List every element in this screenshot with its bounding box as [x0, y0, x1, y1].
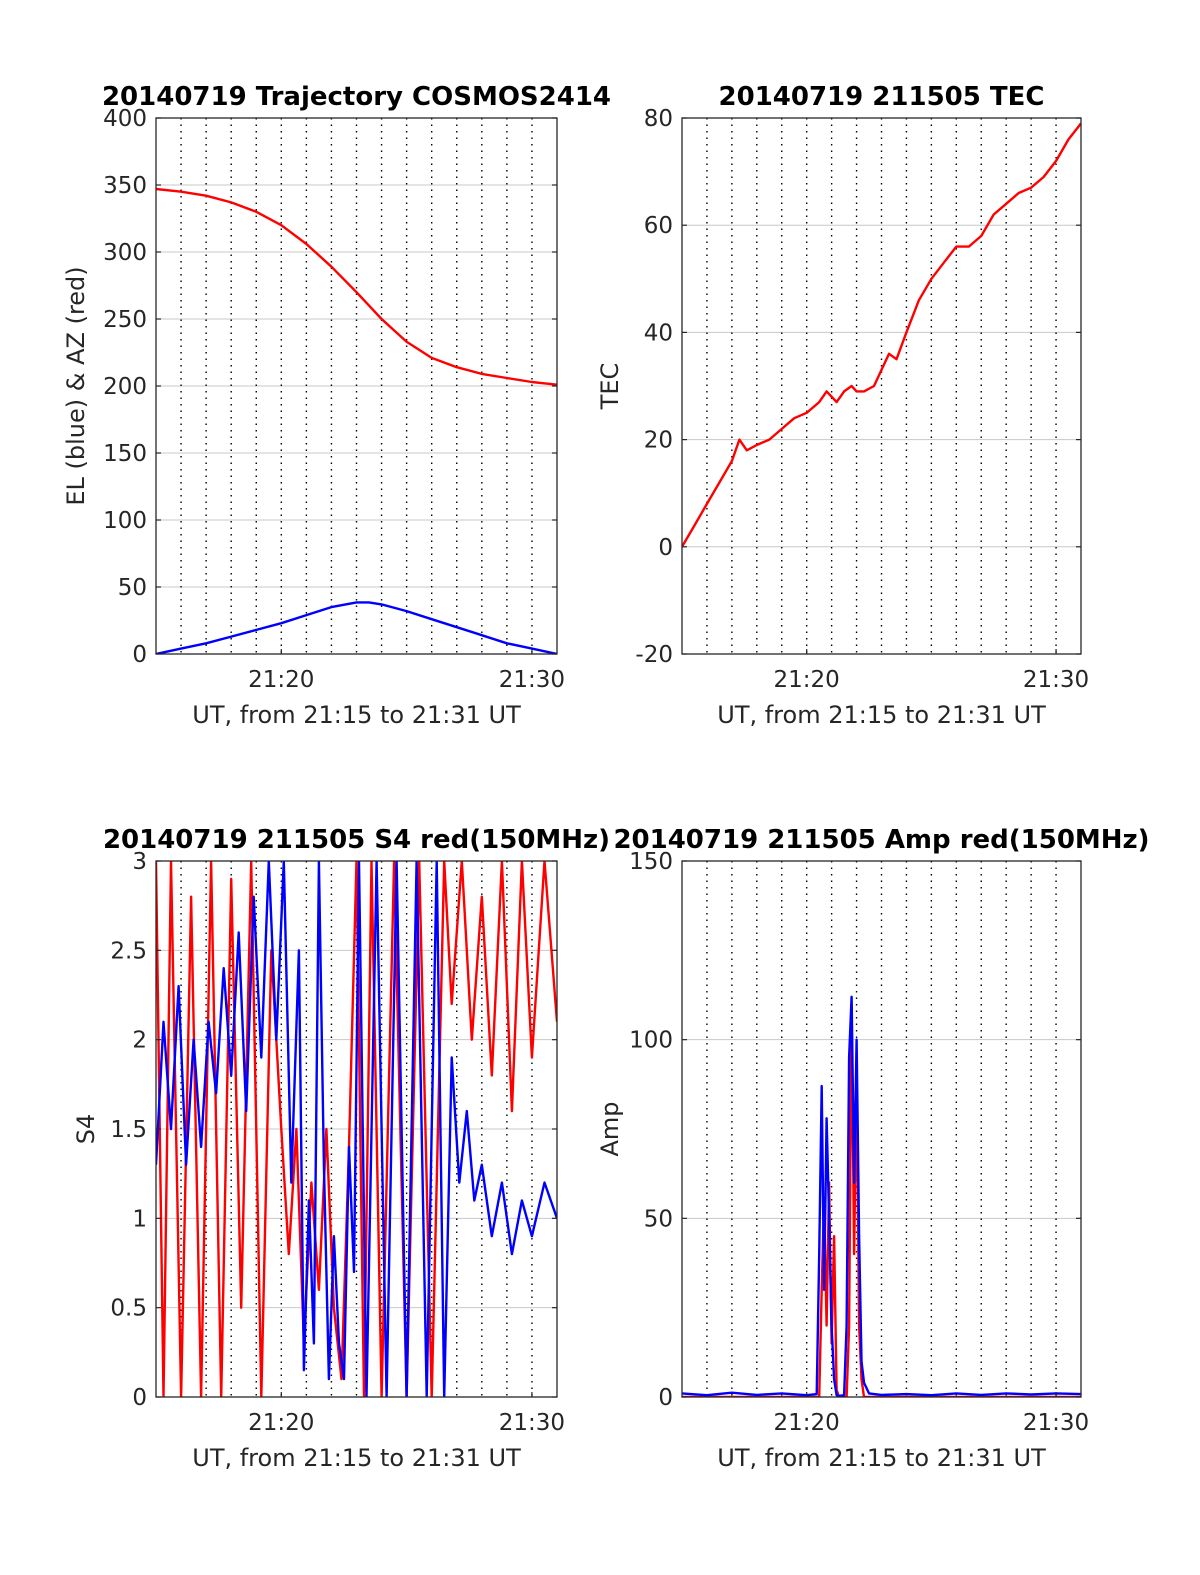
y-axis-label: TEC	[596, 363, 624, 411]
x-axis-label: UT, from 21:15 to 21:31 UT	[717, 701, 1046, 729]
y-tick-label: 150	[103, 441, 147, 467]
x-tick-label: 21:30	[1023, 1410, 1089, 1436]
y-tick-label: 20	[644, 428, 673, 454]
x-tick-label: 21:30	[499, 667, 565, 693]
y-tick-label: 50	[644, 1206, 673, 1232]
subplot-amp: 0 50 100 150 21:20 21:30 20140719 211505 Amp r…	[596, 825, 1150, 1472]
y-tick-label: 400	[103, 106, 147, 132]
series-line-blue	[156, 861, 557, 1397]
y-tick-label: 40	[644, 320, 673, 346]
x-tick-label: 21:20	[248, 667, 314, 693]
chart-title: 20140719 211505 S4 red(150MHz)	[103, 825, 610, 855]
chart-title: 20140719 211505 Amp red(150MHz)	[613, 825, 1149, 855]
y-tick-label: 0	[132, 1385, 147, 1411]
y-tick-label: 80	[644, 106, 673, 132]
y-tick-label: 0.5	[110, 1296, 147, 1322]
series-line-red	[156, 861, 557, 1397]
y-tick-label: 2.5	[110, 938, 147, 964]
y-axis-label: Amp	[596, 1101, 624, 1156]
y-tick-label: 100	[629, 1028, 673, 1054]
y-tick-label: 0	[132, 642, 147, 668]
axes-box	[681, 117, 1082, 655]
y-tick-label: 60	[644, 213, 673, 239]
x-tick-label: 21:20	[774, 1410, 840, 1436]
y-tick-label: 1	[132, 1206, 147, 1232]
y-tick-label: 200	[103, 374, 147, 400]
subplot-s4: 0 0.5 1 1.5 2 2.5 3 21:20 21:30 20140719 211505 S…	[72, 825, 610, 1472]
y-tick-label: 2	[132, 1028, 147, 1054]
chart-title: 20140719 Trajectory COSMOS2414	[102, 82, 611, 112]
x-tick-label: 21:30	[499, 1410, 565, 1436]
y-axis-label: S4	[72, 1114, 100, 1145]
y-tick-label: 0	[658, 535, 673, 561]
y-tick-label: 300	[103, 240, 147, 266]
y-tick-label: 350	[103, 173, 147, 199]
x-tick-label: 21:20	[248, 1410, 314, 1436]
y-tick-label: 50	[118, 575, 147, 601]
series-line-red	[156, 187, 557, 386]
y-tick-label: 150	[629, 849, 673, 875]
y-tick-label: 1.5	[110, 1117, 147, 1143]
y-tick-label: 100	[103, 508, 147, 534]
y-tick-label: 3	[132, 849, 147, 875]
subplot-trajectory: 0 50 100 150 200 250 300 350 400 21:20 21:30 201407…	[62, 82, 611, 729]
x-tick-label: 21:30	[1023, 667, 1089, 693]
y-axis-label: EL (blue) & AZ (red)	[62, 266, 90, 505]
y-tick-label: 250	[103, 307, 147, 333]
x-axis-label: UT, from 21:15 to 21:31 UT	[717, 1444, 1046, 1472]
subplot-tec: -20 0 20 40 60 80 21:20 21:30 20140719 211505 TE…	[596, 82, 1089, 729]
x-axis-label: UT, from 21:15 to 21:31 UT	[192, 701, 521, 729]
axes-box	[681, 860, 1082, 1398]
series-line-red	[682, 122, 1081, 548]
x-axis-label: UT, from 21:15 to 21:31 UT	[192, 1444, 521, 1472]
y-tick-label: 0	[658, 1385, 673, 1411]
x-tick-label: 21:20	[774, 667, 840, 693]
chart-title: 20140719 211505 TEC	[719, 82, 1045, 112]
series-line-blue	[156, 601, 557, 654]
series-line-blue	[682, 995, 1081, 1397]
y-tick-label: -20	[635, 642, 673, 668]
